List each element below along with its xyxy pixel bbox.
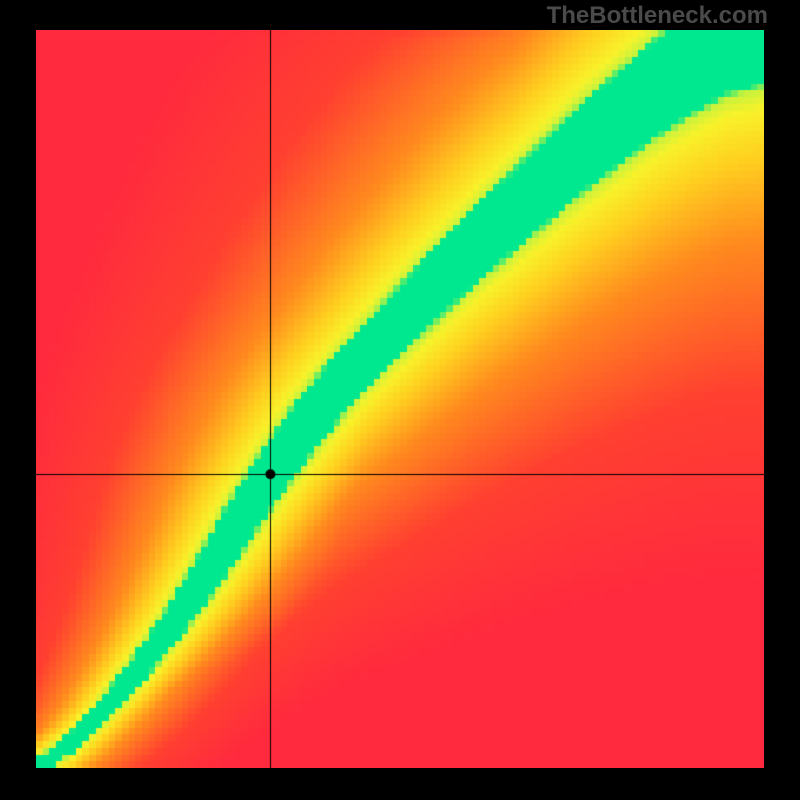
bottleneck-heatmap — [36, 30, 764, 768]
watermark-text: TheBottleneck.com — [547, 2, 768, 30]
chart-container: TheBottleneck.com — [0, 0, 800, 800]
